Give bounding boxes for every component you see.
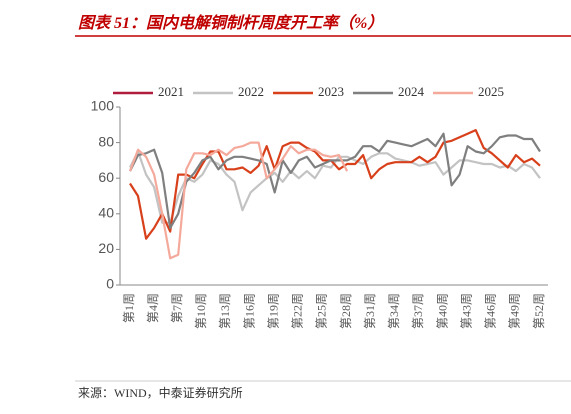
x-tick-label: 第25周: [315, 293, 329, 329]
x-tick-label: 第13周: [218, 293, 232, 329]
legend-label: 2021: [158, 84, 184, 99]
y-tick-label: 60: [98, 169, 114, 185]
x-tick-label: 第19周: [266, 293, 280, 329]
legend-label: 2024: [398, 84, 425, 99]
x-tick-label: 第16周: [242, 293, 256, 329]
series-line: [129, 150, 541, 224]
x-tick-label: 第22周: [291, 293, 305, 329]
x-tick-label: 第7周: [170, 293, 184, 323]
x-tick-label: 第43周: [459, 293, 473, 329]
x-tick-label: 第49周: [508, 293, 522, 329]
x-tick-label: 第1周: [122, 293, 136, 323]
y-tick-label: 40: [98, 205, 114, 221]
legend-label: 2022: [238, 84, 264, 99]
x-tick-label: 第37周: [411, 293, 425, 329]
series-line: [128, 141, 349, 260]
x-tick-label: 第34周: [387, 293, 401, 329]
legend-label: 2025: [478, 84, 504, 99]
x-tick-label: 第4周: [146, 293, 160, 323]
x-tick-label: 第28周: [339, 293, 353, 329]
y-tick-label: 100: [91, 98, 115, 114]
x-tick-label: 第40周: [435, 293, 449, 329]
series-line: [129, 129, 541, 240]
y-tick-label: 80: [98, 133, 114, 149]
source: 来源：WIND，中泰证券研究所: [78, 385, 243, 400]
chart-title: 图表 51：国内电解铜制杆周度开工率（%）: [78, 13, 383, 32]
x-tick-label: 第31周: [363, 293, 377, 329]
x-tick-label: 第10周: [194, 293, 208, 329]
y-tick-label: 0: [106, 276, 114, 292]
x-tick-label: 第52周: [532, 293, 546, 329]
y-tick-label: 20: [98, 240, 114, 256]
legend-label: 2023: [318, 84, 344, 99]
series-line: [129, 132, 541, 230]
x-tick-label: 第46周: [484, 293, 498, 329]
